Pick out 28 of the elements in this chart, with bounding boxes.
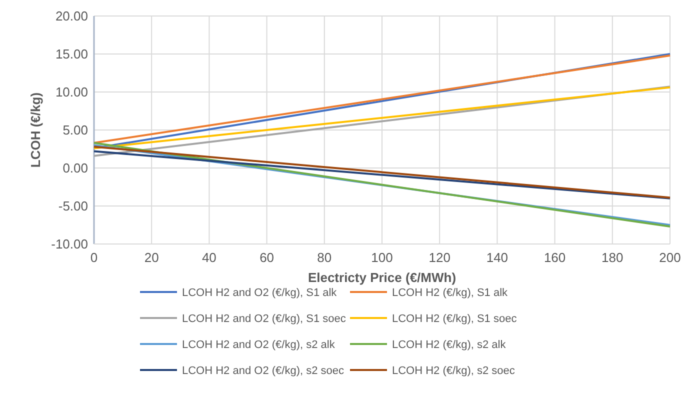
y-tick-label: 10.00 [55, 84, 88, 100]
x-tick-label: 20 [144, 250, 159, 265]
y-tick-label: 15.00 [55, 46, 88, 62]
x-tick-label: 80 [317, 250, 332, 265]
x-axis-title: Electricty Price (€/MWh) [308, 270, 456, 285]
x-tick-label: 200 [659, 250, 681, 265]
x-tick-label: 180 [602, 250, 624, 265]
legend-label: LCOH H2 and O2 (€/kg), S1 soec [182, 312, 346, 325]
x-tick-label: 100 [371, 250, 393, 265]
legend-label: LCOH H2 (€/kg), S1 soec [392, 312, 518, 325]
x-tick-label: 40 [202, 250, 216, 265]
legend-label: LCOH H2 and O2 (€/kg), s2 soec [182, 364, 345, 377]
legend-label: LCOH H2 (€/kg), s2 soec [392, 364, 516, 377]
x-tick-label: 0 [90, 250, 98, 265]
legend-label: LCOH H2 (€/kg), s2 alk [392, 338, 506, 351]
y-axis-title: LCOH (€/kg) [28, 92, 43, 168]
y-tick-label: -10.00 [51, 236, 88, 252]
y-tick-label: 0.00 [62, 160, 88, 176]
x-tick-label: 60 [260, 250, 274, 265]
y-tick-label: -5.00 [58, 198, 88, 214]
x-tick-label: 160 [544, 250, 566, 265]
legend-label: LCOH H2 and O2 (€/kg), s2 alk [182, 338, 336, 351]
x-tick-label: 140 [486, 250, 508, 265]
legend-label: LCOH H2 (€/kg), S1 alk [392, 286, 508, 299]
x-tick-label: 120 [428, 250, 450, 265]
y-tick-label: 20.00 [55, 8, 88, 24]
y-tick-label: 5.00 [62, 122, 88, 138]
legend-label: LCOH H2 and O2 (€/kg), S1 alk [182, 286, 338, 299]
